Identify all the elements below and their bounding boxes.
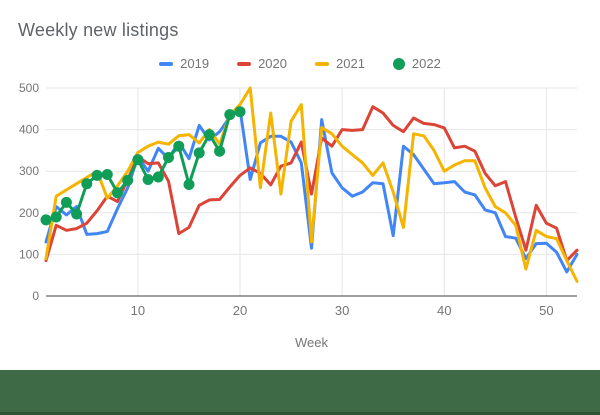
series-point-2022[interactable] [183,179,195,190]
chart-legend: 2019 2020 2021 2022 [0,56,600,71]
series-point-2022[interactable] [50,211,62,223]
legend-swatch-2022 [392,57,405,70]
legend-label: 2020 [258,56,287,71]
series-point-2022[interactable] [193,147,205,159]
series-point-2022[interactable] [234,106,246,118]
legend-swatch-2021 [315,61,329,66]
legend-label: 2021 [336,56,365,71]
y-tick-label: 500 [19,81,39,95]
chart-title: Weekly new listings [18,20,179,40]
series-point-2022[interactable] [163,152,174,163]
series-point-2022[interactable] [101,169,113,180]
y-tick-label: 100 [19,247,39,261]
series-point-2022[interactable] [203,129,215,141]
legend-item-2021[interactable]: 2021 [315,56,365,71]
legend-swatch-2020 [237,61,252,66]
series-point-2022[interactable] [40,214,52,226]
legend-item-2019[interactable]: 2019 [159,56,209,71]
series-point-2022[interactable] [224,109,236,121]
x-tick-label: 50 [539,303,553,318]
y-tick-label: 300 [19,164,39,178]
series-point-2022[interactable] [122,174,134,186]
x-tick-label: 40 [437,303,451,318]
series-point-2022[interactable] [142,174,154,185]
legend-item-2022[interactable]: 2022 [392,56,441,71]
series-point-2022[interactable] [91,169,103,181]
legend-swatch-2019 [159,61,174,66]
series-point-2022[interactable] [132,154,144,166]
x-tick-label: 10 [131,303,145,318]
series-point-2022[interactable] [152,171,164,183]
legend-label: 2019 [180,56,210,71]
series-point-2022[interactable] [214,145,226,157]
x-axis-title: Week [295,335,328,350]
series-point-2022[interactable] [81,178,93,190]
legend-label: 2022 [411,56,441,71]
series-point-2022[interactable] [173,140,185,152]
y-tick-label: 400 [19,123,39,137]
series-point-2022[interactable] [60,196,72,208]
sheet-footer-band [0,370,600,415]
y-tick-label: 0 [32,289,39,303]
x-tick-label: 30 [335,303,349,318]
x-tick-label: 20 [233,303,247,318]
series-point-2022[interactable] [112,187,123,199]
legend-item-2020[interactable]: 2020 [237,56,287,71]
series-point-2022[interactable] [71,208,83,220]
y-tick-label: 200 [19,206,39,220]
